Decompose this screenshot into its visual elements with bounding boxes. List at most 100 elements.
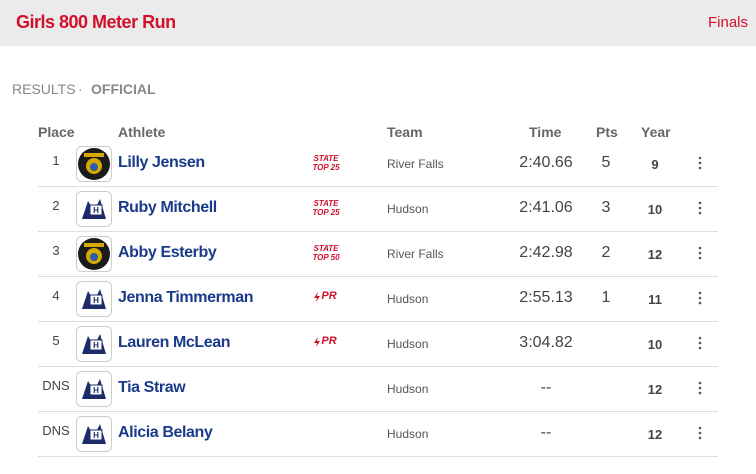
- row-menu[interactable]: [696, 201, 704, 220]
- badge-line: STATE: [313, 154, 339, 163]
- athlete-name[interactable]: Jenna Timmerman: [118, 289, 254, 306]
- points: 2: [601, 244, 611, 261]
- round-link[interactable]: Finals: [707, 14, 748, 31]
- team-name: Hudson: [387, 337, 429, 351]
- points: 3: [601, 199, 611, 216]
- team-logo: H: [76, 416, 112, 457]
- time: --: [540, 379, 552, 396]
- time: 2:42.98: [519, 244, 573, 261]
- logo-icon: H: [76, 191, 112, 227]
- logo-icon: H: [76, 371, 112, 407]
- place: DNS: [42, 378, 70, 393]
- logo-icon: H: [76, 416, 112, 452]
- time: --: [540, 424, 552, 441]
- place: 3: [52, 243, 60, 258]
- column-header: Pts: [596, 124, 618, 140]
- team-logo: H: [76, 281, 112, 322]
- place: DNS: [42, 423, 70, 438]
- bolt-icon: [314, 292, 321, 302]
- row-separator: [38, 276, 718, 277]
- year: 10: [647, 337, 663, 352]
- row-separator: [38, 366, 718, 367]
- column-header: Athlete: [118, 124, 166, 140]
- row-separator: [38, 231, 718, 232]
- athlete-name[interactable]: Lauren McLean: [118, 334, 231, 351]
- menu-icon: [698, 201, 702, 215]
- points: 5: [601, 154, 611, 171]
- status-label: RESULTS: [12, 81, 76, 97]
- year: 9: [651, 157, 659, 172]
- menu-icon: [698, 426, 702, 440]
- logo-icon: [76, 146, 112, 182]
- badge-line: TOP 25: [312, 163, 340, 172]
- team-name: River Falls: [387, 247, 444, 261]
- pr-badge: PR: [308, 290, 342, 303]
- event-title: Girls 800 Meter Run: [16, 12, 176, 32]
- row-menu[interactable]: [696, 381, 704, 400]
- status-separator: ·: [78, 81, 83, 97]
- pr-text: PR: [321, 335, 337, 348]
- menu-icon: [698, 246, 702, 260]
- place: 1: [52, 153, 60, 168]
- bolt-icon: [314, 337, 321, 347]
- row-menu[interactable]: [696, 336, 704, 355]
- year: 12: [647, 427, 663, 442]
- row-menu[interactable]: [696, 426, 704, 445]
- row-separator: [38, 456, 718, 457]
- row-separator: [38, 186, 718, 187]
- team-name: Hudson: [387, 202, 429, 216]
- logo-icon: H: [76, 326, 112, 362]
- header-bar: [0, 0, 756, 46]
- pr-text: PR: [321, 290, 337, 303]
- svg-text:H: H: [93, 431, 99, 440]
- team-logo: H: [76, 191, 112, 232]
- status-state: OFFICIAL: [91, 81, 156, 97]
- team-logo: H: [76, 326, 112, 367]
- year: 12: [647, 382, 663, 397]
- row-menu[interactable]: [696, 156, 704, 175]
- column-header: Team: [387, 124, 423, 140]
- badge-line: TOP 50: [312, 253, 340, 262]
- year: 11: [648, 292, 662, 307]
- team-name: Hudson: [387, 292, 429, 306]
- team-name: River Falls: [387, 157, 444, 171]
- logo-icon: H: [76, 281, 112, 317]
- svg-text:H: H: [93, 386, 99, 395]
- time: 2:41.06: [519, 199, 573, 216]
- menu-icon: [698, 381, 702, 395]
- place: 2: [52, 198, 60, 213]
- time: 2:40.66: [519, 154, 573, 171]
- row-separator: [38, 321, 718, 322]
- svg-text:H: H: [93, 341, 99, 350]
- svg-text:H: H: [93, 296, 99, 305]
- athlete-name[interactable]: Tia Straw: [118, 379, 186, 396]
- athlete-name[interactable]: Alicia Belany: [118, 424, 213, 441]
- column-header: Place: [38, 124, 75, 140]
- points: 1: [601, 289, 611, 306]
- row-separator: [38, 411, 718, 412]
- logo-icon: [76, 236, 112, 272]
- column-header: Time: [529, 124, 562, 140]
- row-menu[interactable]: [696, 291, 704, 310]
- athlete-name[interactable]: Lilly Jensen: [118, 154, 205, 171]
- place: 4: [52, 288, 60, 303]
- team-name: Hudson: [387, 382, 429, 396]
- team-logo: [76, 146, 112, 187]
- svg-text:H: H: [93, 206, 99, 215]
- year: 10: [647, 202, 663, 217]
- time: 2:55.13: [519, 289, 573, 306]
- menu-icon: [698, 336, 702, 350]
- athlete-name[interactable]: Abby Esterby: [118, 244, 217, 261]
- time: 3:04.82: [519, 334, 573, 351]
- menu-icon: [698, 291, 702, 305]
- athlete-name[interactable]: Ruby Mitchell: [118, 199, 217, 216]
- badge-line: STATE: [313, 244, 339, 253]
- column-header: Year: [641, 124, 671, 140]
- year: 12: [647, 247, 663, 262]
- row-menu[interactable]: [696, 246, 704, 265]
- team-logo: H: [76, 371, 112, 412]
- team-logo: [76, 236, 112, 277]
- team-name: Hudson: [387, 427, 429, 441]
- badge-line: STATE: [313, 199, 339, 208]
